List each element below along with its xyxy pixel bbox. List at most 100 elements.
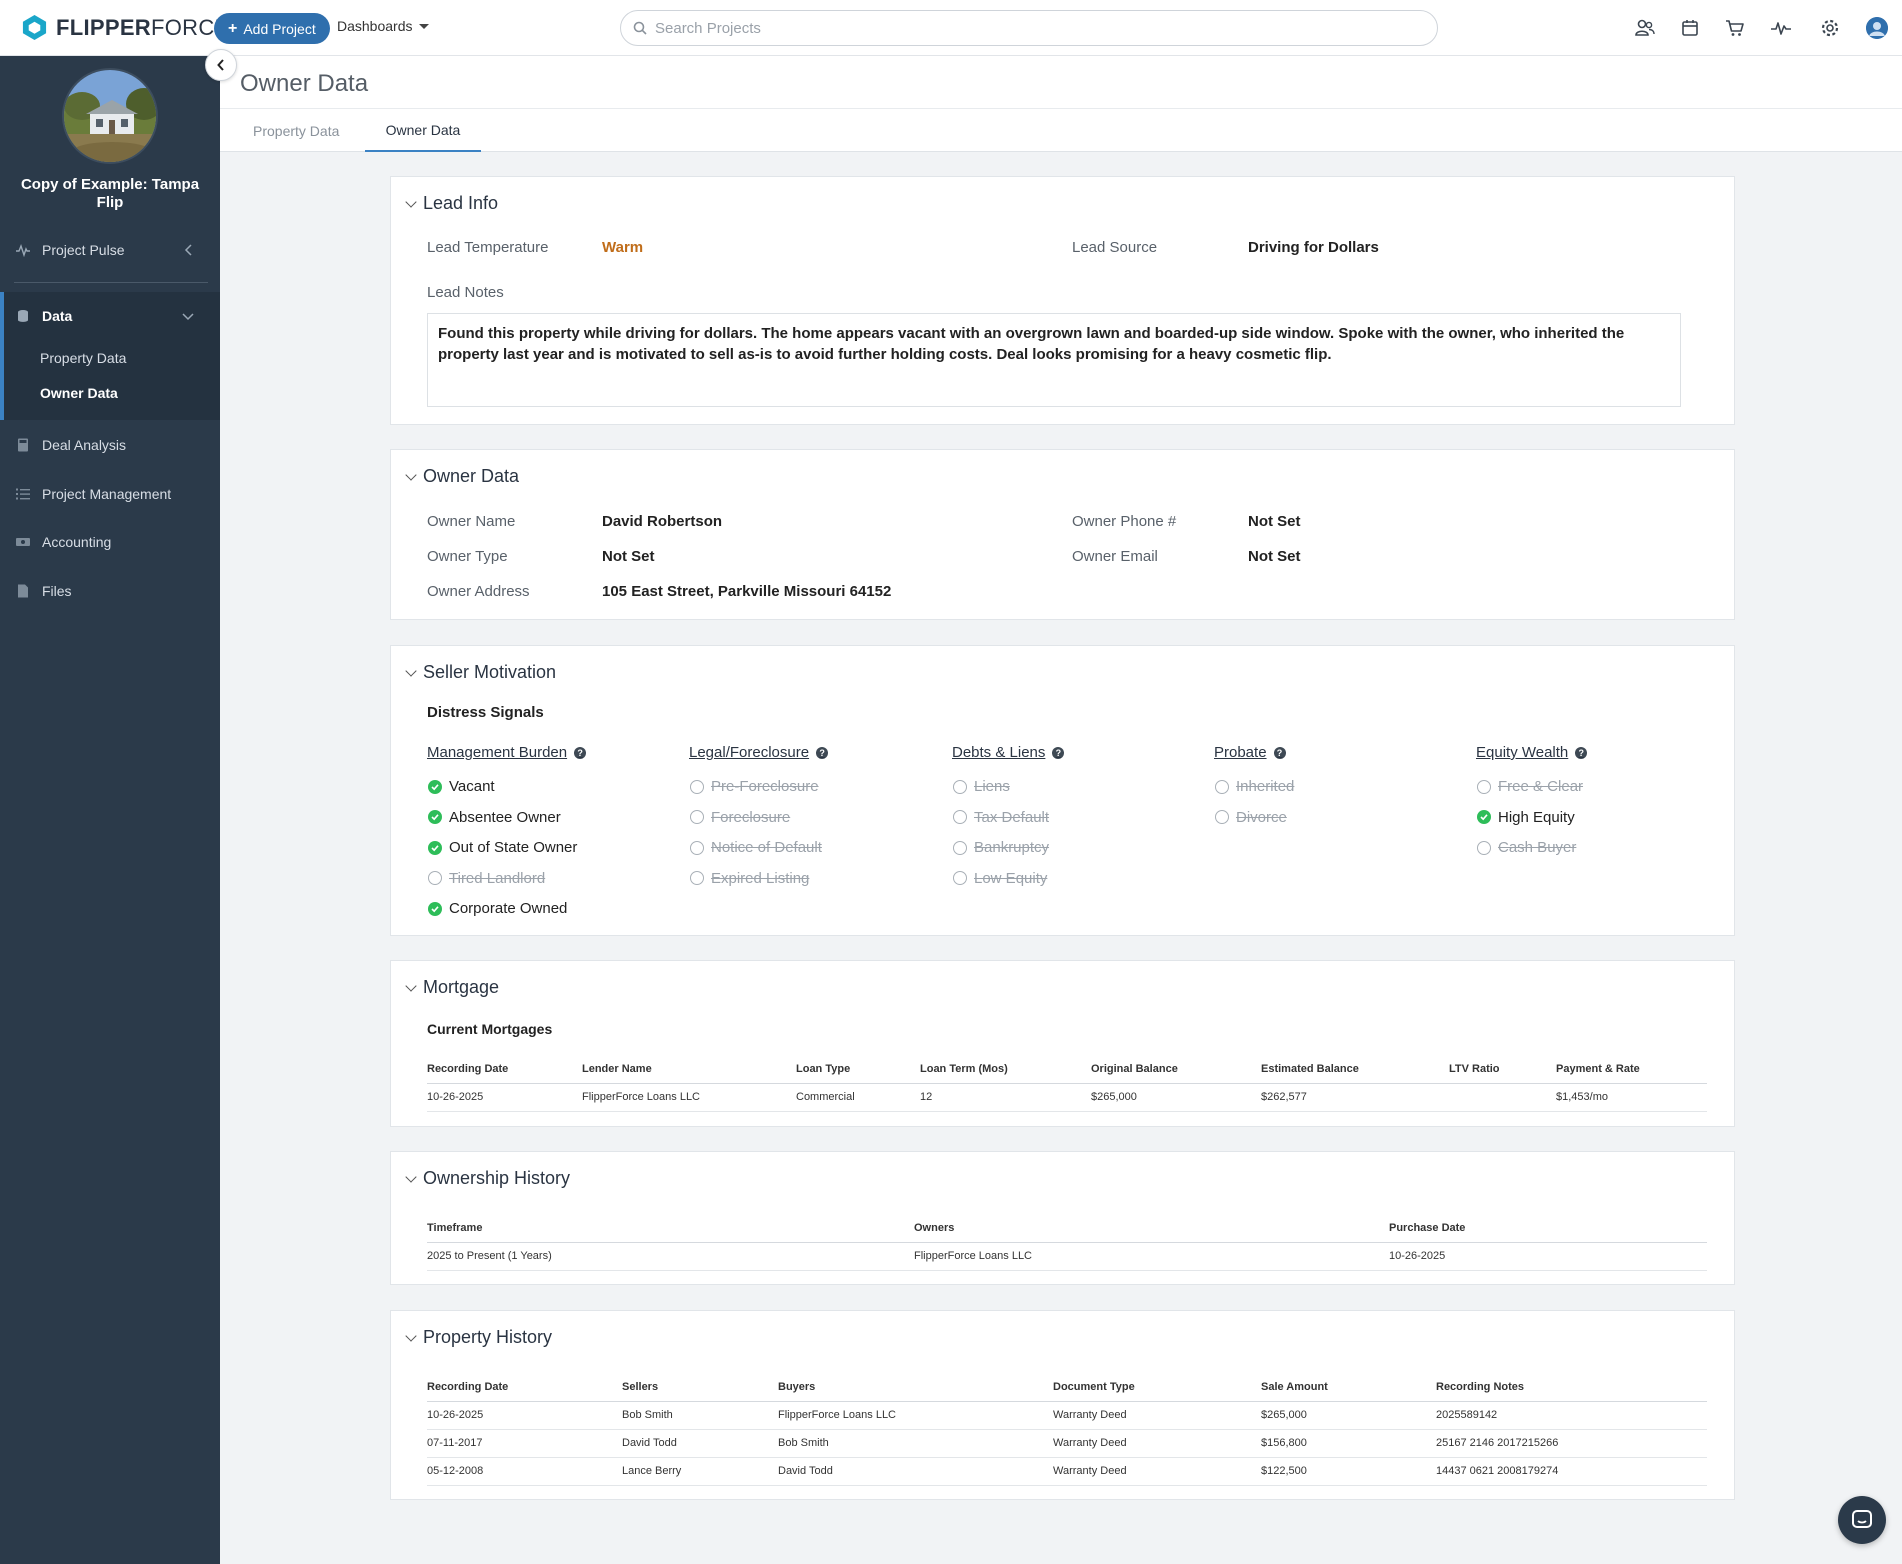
- logo-icon: [22, 14, 47, 41]
- property-history-toggle[interactable]: Property History: [405, 1327, 552, 1348]
- signal-group-label: Probate: [1214, 744, 1267, 761]
- column-header: Payment & Rate: [1556, 1055, 1707, 1084]
- tab-bar: Property Data Owner Data: [220, 108, 1902, 152]
- seller-motivation-toggle[interactable]: Seller Motivation: [405, 662, 556, 683]
- help-icon[interactable]: ?: [574, 746, 587, 759]
- table-cell: $262,577: [1261, 1083, 1449, 1112]
- check-circle-icon: [428, 840, 442, 855]
- signal-label: Low Equity: [974, 869, 1048, 887]
- lead-info-toggle[interactable]: Lead Info: [405, 193, 499, 214]
- column-header: Purchase Date: [1389, 1214, 1707, 1243]
- signal-toggle[interactable]: Bankruptcy: [953, 839, 1049, 856]
- list-icon: [16, 488, 30, 500]
- signal-toggle[interactable]: Notice of Default: [690, 839, 822, 856]
- sidebar-item-property-data[interactable]: Property Data: [40, 350, 127, 366]
- collapse-sidebar-button[interactable]: [205, 49, 237, 81]
- sidebar-item-data[interactable]: Data: [0, 296, 220, 336]
- signal-toggle[interactable]: Foreclosure: [690, 809, 790, 826]
- money-icon: [16, 538, 30, 546]
- chevron-left-icon: [217, 59, 224, 71]
- column-header: Recording Date: [427, 1055, 582, 1084]
- table-cell: FlipperForce Loans LLC: [582, 1083, 796, 1112]
- gear-icon[interactable]: [1819, 17, 1841, 39]
- signal-group-heading[interactable]: Management Burden?: [427, 744, 587, 761]
- owner-data-toggle[interactable]: Owner Data: [405, 466, 519, 487]
- help-icon[interactable]: ?: [816, 746, 829, 759]
- sidebar-item-accounting[interactable]: Accounting: [0, 522, 220, 562]
- search-input[interactable]: [655, 19, 1415, 37]
- ownership-history-toggle[interactable]: Ownership History: [405, 1168, 570, 1189]
- table-cell: Bob Smith: [778, 1429, 1053, 1458]
- column-header: Estimated Balance: [1261, 1055, 1449, 1084]
- column-header: Sellers: [622, 1373, 778, 1402]
- table-header-row: Recording Date Lender Name Loan Type Loan T…: [427, 1055, 1707, 1084]
- signal-toggle[interactable]: Inherited: [1215, 778, 1294, 795]
- page-header: Owner Data: [220, 56, 1902, 108]
- cart-icon[interactable]: [1724, 17, 1746, 39]
- signal-toggle[interactable]: Free & Clear: [1477, 778, 1583, 795]
- signal-toggle[interactable]: Tax Default: [953, 809, 1049, 826]
- empty-circle-icon: [953, 810, 967, 824]
- owner-phone-value: Not Set: [1248, 513, 1301, 530]
- search-bar[interactable]: [620, 10, 1438, 46]
- table-cell: FlipperForce Loans LLC: [778, 1401, 1053, 1430]
- chat-button[interactable]: [1838, 1496, 1886, 1544]
- sidebar-item-project-pulse[interactable]: Project Pulse: [0, 230, 220, 270]
- tab-property-data[interactable]: Property Data: [253, 122, 340, 139]
- signal-toggle[interactable]: Divorce: [1215, 809, 1287, 826]
- signal-toggle[interactable]: Low Equity: [953, 870, 1047, 887]
- table-cell: Commercial: [796, 1083, 920, 1112]
- signal-toggle[interactable]: Tired Landlord: [428, 870, 545, 887]
- table-cell: Warranty Deed: [1053, 1429, 1261, 1458]
- logo[interactable]: FLIPPERFORCE: [21, 14, 230, 41]
- help-icon[interactable]: ?: [1273, 746, 1286, 759]
- table-cell: 07-11-2017: [427, 1429, 622, 1458]
- help-icon[interactable]: ?: [1052, 746, 1065, 759]
- signal-toggle[interactable]: Pre-Foreclosure: [690, 778, 819, 795]
- signal-group-heading[interactable]: Probate?: [1214, 744, 1286, 761]
- column-header: Buyers: [778, 1373, 1053, 1402]
- empty-circle-icon: [1215, 779, 1229, 794]
- table-cell: 14437 0621 2008179274: [1436, 1457, 1707, 1486]
- signal-toggle[interactable]: Expired Listing: [690, 870, 809, 887]
- sidebar-item-files[interactable]: Files: [0, 571, 220, 611]
- lead-notes-field[interactable]: Found this property while driving for do…: [427, 313, 1681, 407]
- table-cell: [1449, 1083, 1556, 1112]
- add-project-button[interactable]: + Add Project: [214, 13, 330, 44]
- owner-email-value: Not Set: [1248, 548, 1301, 565]
- signal-toggle[interactable]: High Equity: [1477, 809, 1575, 826]
- user-avatar[interactable]: [1866, 17, 1888, 39]
- dashboards-menu[interactable]: Dashboards: [337, 18, 429, 34]
- sidebar-item-owner-data[interactable]: Owner Data: [40, 385, 118, 401]
- empty-circle-icon: [953, 840, 967, 855]
- owner-data-card: Owner Data Owner Name David Robertson Ow…: [390, 449, 1735, 620]
- signal-toggle[interactable]: Cash Buyer: [1477, 839, 1576, 856]
- pulse-icon[interactable]: [1770, 17, 1792, 39]
- signal-group-heading[interactable]: Debts & Liens?: [952, 744, 1065, 761]
- owner-type-value: Not Set: [602, 548, 655, 565]
- file-icon: [18, 584, 28, 598]
- table-row: 10-26-2025 Bob Smith FlipperForce Loans LL…: [427, 1401, 1707, 1430]
- seller-motivation-card: Seller Motivation Distress Signals Manag…: [390, 645, 1735, 936]
- users-icon[interactable]: [1634, 17, 1656, 39]
- signal-toggle[interactable]: Absentee Owner: [428, 809, 561, 826]
- mortgage-toggle[interactable]: Mortgage: [405, 977, 499, 998]
- sidebar-item-deal-analysis[interactable]: Deal Analysis: [0, 425, 220, 465]
- signal-toggle[interactable]: Liens: [953, 778, 1010, 795]
- section-title: Lead Info: [423, 193, 499, 213]
- calendar-icon[interactable]: [1679, 17, 1701, 39]
- tab-owner-data[interactable]: Owner Data: [365, 109, 481, 152]
- signal-group-heading[interactable]: Legal/Foreclosure?: [689, 744, 829, 761]
- empty-circle-icon: [690, 779, 704, 794]
- database-icon: [18, 310, 28, 322]
- signal-toggle[interactable]: Corporate Owned: [428, 900, 567, 917]
- signal-toggle[interactable]: Vacant: [428, 778, 495, 795]
- empty-circle-icon: [690, 871, 704, 885]
- sidebar-item-project-management[interactable]: Project Management: [0, 474, 220, 514]
- sidebar-item-label: Project Management: [42, 486, 172, 502]
- empty-circle-icon: [690, 840, 704, 855]
- help-icon[interactable]: ?: [1575, 746, 1588, 759]
- signal-group-heading[interactable]: Equity Wealth?: [1476, 744, 1588, 761]
- signal-toggle[interactable]: Out of State Owner: [428, 839, 577, 856]
- signal-label: Absentee Owner: [449, 808, 561, 826]
